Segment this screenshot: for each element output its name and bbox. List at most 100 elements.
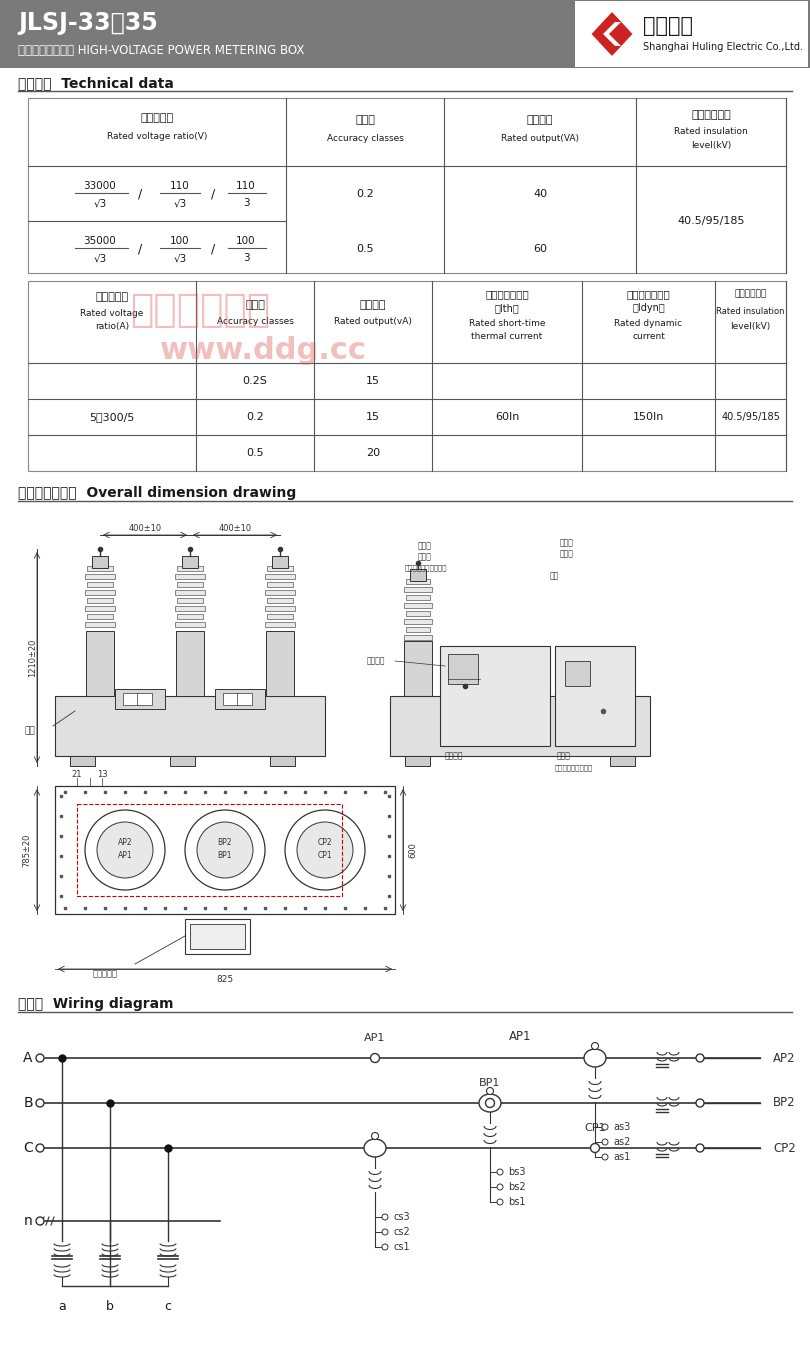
- Bar: [390, 696, 650, 756]
- Circle shape: [197, 822, 253, 878]
- Text: CP2: CP2: [318, 837, 332, 847]
- Text: as3: as3: [613, 1122, 630, 1132]
- Text: /: /: [138, 242, 142, 255]
- Circle shape: [382, 1214, 388, 1221]
- Circle shape: [370, 1054, 380, 1063]
- Bar: [85, 606, 115, 611]
- Text: 785±20: 785±20: [23, 833, 32, 867]
- Text: BP1: BP1: [480, 1078, 501, 1088]
- Text: cs1: cs1: [393, 1243, 410, 1252]
- Bar: [406, 627, 430, 632]
- Bar: [177, 597, 203, 603]
- Text: 上海互凌电气: 上海互凌电气: [130, 290, 271, 329]
- Bar: [190, 923, 245, 949]
- Text: c: c: [164, 1300, 172, 1312]
- Polygon shape: [592, 12, 632, 55]
- Text: 0.2: 0.2: [356, 189, 374, 199]
- Text: 油位指示: 油位指示: [366, 656, 385, 666]
- Circle shape: [372, 1133, 378, 1140]
- Text: 额定输出: 额定输出: [526, 115, 553, 125]
- Text: 400±10: 400±10: [129, 523, 161, 533]
- Text: 外形及安装尺寸  Overall dimension drawing: 外形及安装尺寸 Overall dimension drawing: [18, 486, 296, 500]
- Bar: [267, 614, 293, 619]
- Bar: [448, 653, 478, 684]
- Bar: [55, 786, 395, 914]
- Circle shape: [696, 1054, 704, 1062]
- Bar: [87, 582, 113, 586]
- Bar: [404, 586, 432, 592]
- Text: BP2: BP2: [773, 1096, 795, 1110]
- Text: bs3: bs3: [508, 1167, 526, 1177]
- Bar: [85, 574, 115, 580]
- Text: AP1: AP1: [364, 1033, 386, 1043]
- Text: 5～300/5: 5～300/5: [89, 412, 134, 422]
- Text: 40.5/95/185: 40.5/95/185: [721, 412, 780, 422]
- Text: （内置二次熴断器）: （内置二次熴断器）: [555, 764, 593, 771]
- Text: Rated output(vA): Rated output(vA): [334, 316, 412, 326]
- Text: C: C: [23, 1141, 33, 1155]
- Text: √3: √3: [173, 253, 186, 263]
- Ellipse shape: [584, 1049, 606, 1067]
- Text: 0.2: 0.2: [246, 412, 264, 422]
- Text: 20: 20: [366, 448, 380, 458]
- Bar: [267, 582, 293, 586]
- Text: AP2: AP2: [117, 837, 132, 847]
- Text: Rated voltage: Rated voltage: [80, 308, 143, 318]
- Text: CP1: CP1: [318, 851, 332, 859]
- Text: JLSJ-33、35: JLSJ-33、35: [18, 11, 158, 36]
- Bar: [237, 693, 252, 706]
- Text: Rated insulation: Rated insulation: [674, 126, 748, 136]
- Bar: [575, 1, 808, 67]
- Text: 接线图  Wiring diagram: 接线图 Wiring diagram: [18, 997, 173, 1011]
- Bar: [223, 693, 238, 706]
- Text: 额定绦缘水平: 额定绦缘水平: [691, 110, 731, 121]
- Text: CP2: CP2: [773, 1141, 795, 1155]
- Text: （Ith）: （Ith）: [495, 303, 519, 312]
- Bar: [267, 597, 293, 603]
- Text: 15: 15: [366, 412, 380, 422]
- Text: bs1: bs1: [508, 1197, 526, 1207]
- Text: level(kV): level(kV): [731, 322, 770, 330]
- Text: b: b: [106, 1300, 114, 1312]
- Bar: [85, 622, 115, 627]
- Text: 线螺杆: 线螺杆: [560, 549, 573, 559]
- Text: AP1: AP1: [117, 851, 132, 859]
- Circle shape: [696, 1144, 704, 1152]
- Text: 瓷套: 瓷套: [550, 571, 559, 581]
- Text: AP1: AP1: [509, 1029, 531, 1043]
- Text: 上海互凌: 上海互凌: [643, 16, 693, 36]
- Circle shape: [497, 1169, 503, 1175]
- Text: /: /: [211, 242, 215, 255]
- Circle shape: [602, 1154, 608, 1160]
- Text: 0.2S: 0.2S: [242, 375, 267, 386]
- Bar: [265, 622, 295, 627]
- Bar: [272, 556, 288, 569]
- Circle shape: [36, 1054, 44, 1062]
- Bar: [267, 566, 293, 571]
- Circle shape: [285, 810, 365, 890]
- Text: Accuracy classes: Accuracy classes: [216, 316, 293, 326]
- Bar: [175, 622, 205, 627]
- Bar: [55, 696, 325, 756]
- Bar: [404, 603, 432, 608]
- Circle shape: [696, 1099, 704, 1107]
- Bar: [0, 0, 810, 68]
- Text: 准确级: 准确级: [355, 115, 375, 125]
- Bar: [92, 556, 108, 569]
- Ellipse shape: [364, 1138, 386, 1158]
- Text: 额定电压比: 额定电压比: [96, 292, 129, 301]
- Text: 0.5: 0.5: [246, 448, 264, 458]
- Circle shape: [602, 1138, 608, 1145]
- Bar: [266, 632, 294, 696]
- Bar: [565, 660, 590, 686]
- Circle shape: [36, 1144, 44, 1152]
- Text: 额定绦缘水平: 额定绦缘水平: [735, 289, 766, 299]
- Circle shape: [185, 810, 265, 890]
- Text: √3: √3: [93, 199, 107, 208]
- Bar: [175, 606, 205, 611]
- Text: as1: as1: [613, 1152, 630, 1162]
- Text: 15: 15: [366, 375, 380, 386]
- Bar: [85, 590, 115, 595]
- Text: A: A: [23, 1051, 32, 1064]
- Text: 二次接线盒: 二次接线盒: [92, 970, 117, 978]
